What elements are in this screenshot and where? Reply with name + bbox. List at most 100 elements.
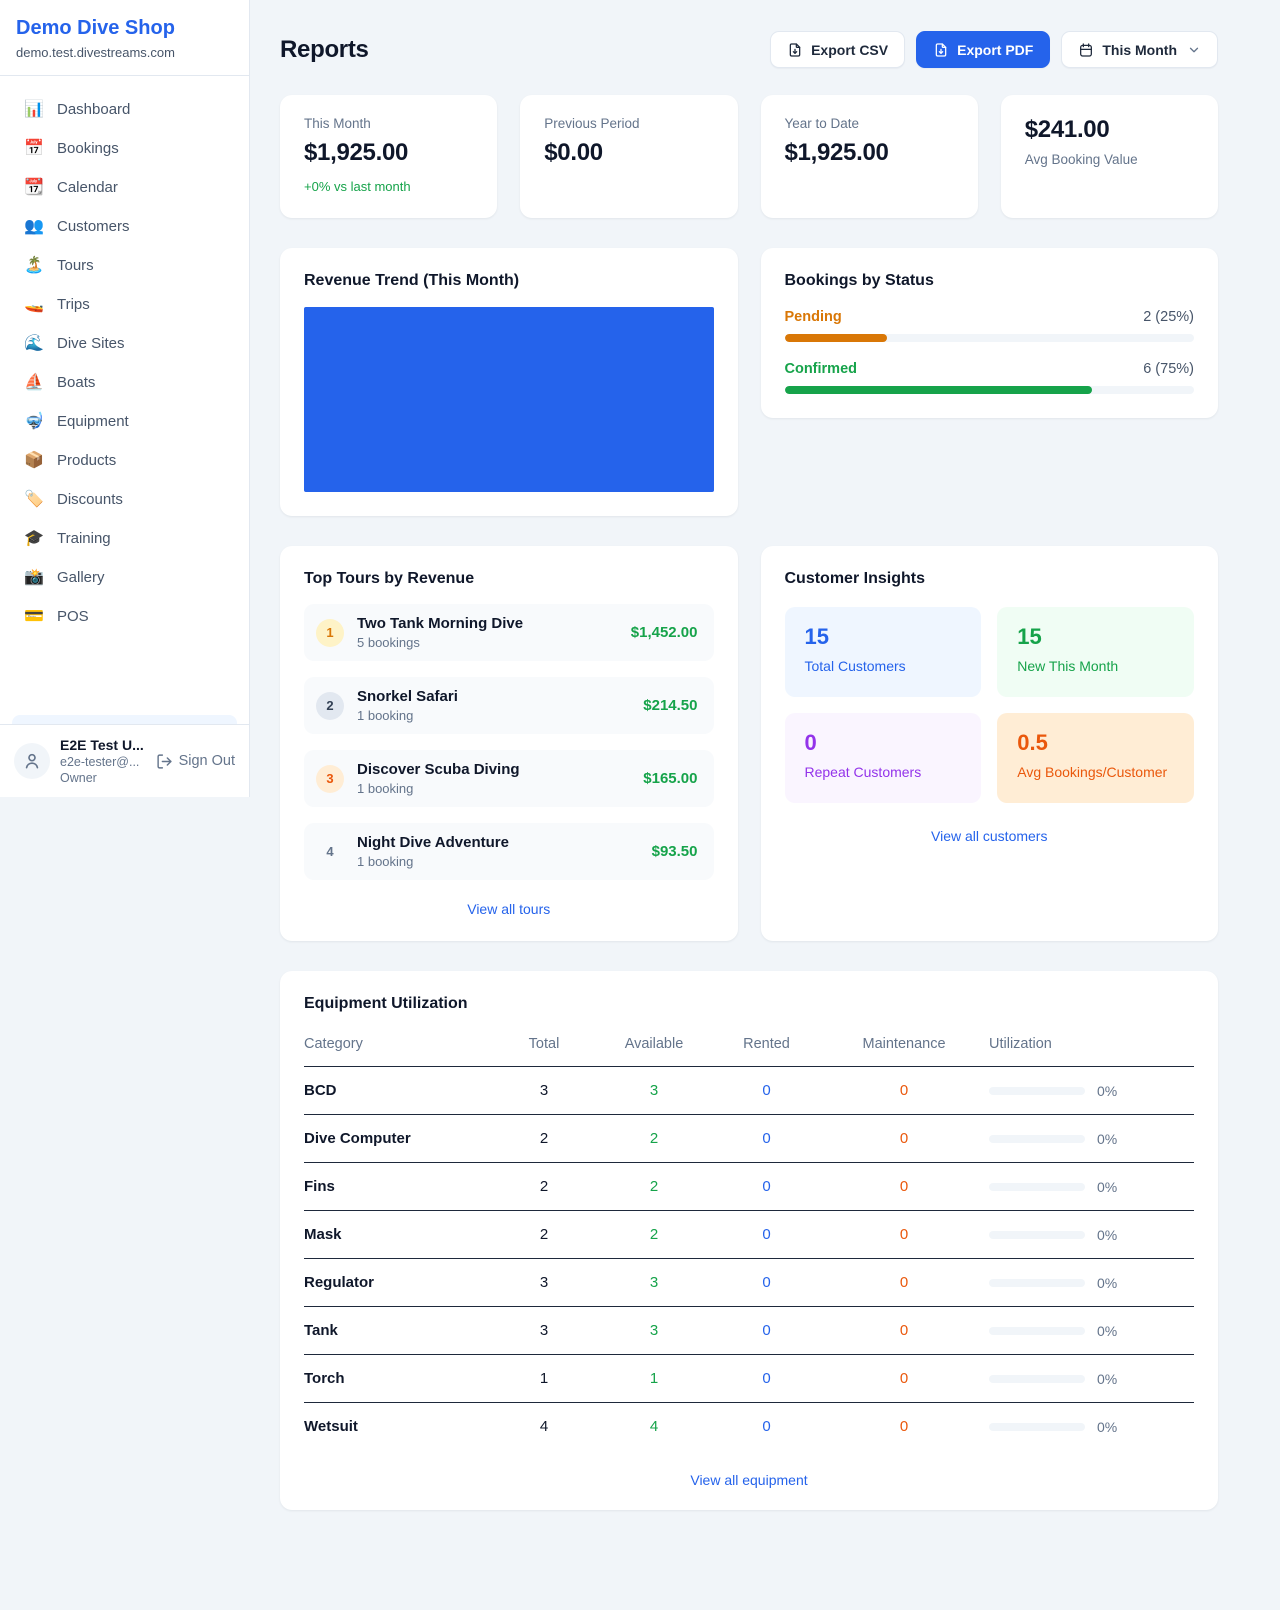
insight-value: 0.5	[1017, 730, 1048, 755]
utilization-bar	[989, 1374, 1085, 1383]
sidebar-item-dive-sites[interactable]: 🌊 Dive Sites	[12, 324, 237, 363]
sidebar-item-label: Tours	[57, 257, 94, 274]
cell-total: 4	[539, 1418, 549, 1435]
equipment-utilization-title: Equipment Utilization	[304, 995, 468, 1012]
sidebar-item-bookings[interactable]: 📅 Bookings	[12, 129, 237, 168]
stat-value: $241.00	[1024, 116, 1110, 143]
sidebar-nav: 📊 Dashboard 📅 Bookings 📆 Calendar 👥 Customers 🏝️…	[0, 76, 249, 636]
sidebar-item-label: Dashboard	[57, 101, 131, 118]
cell-rented: 0	[714, 1114, 819, 1163]
column-header: Maintenance	[819, 1028, 989, 1067]
user-email: e2e-tester@...	[60, 755, 140, 769]
sidebar-item-label: Bookings	[57, 140, 119, 157]
tour-name: Night Dive Adventure	[357, 834, 509, 851]
sidebar-item-selected-partial[interactable]	[12, 715, 237, 724]
cell-maintenance: 0	[819, 1210, 989, 1259]
export-pdf-button[interactable]: Export PDF	[916, 31, 1051, 68]
cell-available: 2	[594, 1210, 714, 1259]
utilization-bar	[989, 1278, 1085, 1287]
stat-value: $0.00	[544, 139, 603, 166]
products-icon: 📦	[24, 451, 44, 469]
sidebar-item-products[interactable]: 📦 Products	[12, 441, 237, 480]
view-all-tours-link[interactable]: View all tours	[467, 901, 551, 917]
bookings-by-status-title: Bookings by Status	[784, 272, 934, 289]
sidebar-item-label: Boats	[57, 374, 96, 391]
tour-bookings: 1 booking	[357, 781, 414, 796]
cell-utilization: 0%	[989, 1210, 1194, 1259]
cell-available: 2	[594, 1114, 714, 1163]
sidebar-item-label: POS	[57, 608, 89, 625]
cell-total: 2	[494, 1210, 594, 1259]
customer-insights-title: Customer Insights	[784, 570, 925, 587]
insight-label: Avg Bookings/Customer	[1017, 764, 1168, 780]
rank-badge: 3	[316, 764, 344, 793]
column-header: Category	[304, 1028, 494, 1067]
main-content: Reports Export CSV Export PDF This Month…	[250, 0, 1280, 1550]
sidebar-item-trips[interactable]: 🚤 Trips	[12, 285, 237, 324]
tour-revenue: $1,452.00	[630, 624, 698, 641]
view-all-customers-link[interactable]: View all customers	[931, 828, 1048, 844]
sidebar-item-label: Equipment	[57, 413, 129, 430]
file-download-icon	[789, 42, 801, 57]
sign-out-button[interactable]: Sign Out	[156, 753, 235, 770]
sidebar-item-pos[interactable]: 💳 POS	[12, 597, 237, 636]
cell-utilization: 0%	[989, 1354, 1194, 1403]
tour-bookings: 1 booking	[357, 854, 414, 869]
cell-rented: 0	[714, 1066, 819, 1115]
tour-revenue: $165.00	[643, 770, 698, 787]
charts-row: Revenue Trend (This Month) Bookings by S…	[280, 248, 1218, 516]
cell-utilization: 0%	[989, 1114, 1194, 1163]
sidebar-item-label: Training	[57, 530, 111, 547]
status-item: Pending 2 (25%)	[784, 309, 1194, 342]
insight-label: Repeat Customers	[804, 764, 922, 780]
table-header-row: Category Total Available Rented Maintenance U…	[304, 1028, 1194, 1067]
sidebar-item-training[interactable]: 🎓 Training	[12, 519, 237, 558]
cell-rented: 0	[762, 1418, 771, 1435]
cell-total: 3	[494, 1306, 594, 1355]
sidebar-item-dashboard[interactable]: 📊 Dashboard	[12, 90, 237, 129]
table-row: BCD 3 3 0 0 0%	[304, 1066, 1194, 1115]
discounts-icon: 🏷️	[24, 490, 44, 508]
status-list: Pending 2 (25%) Confirmed 6 (75%)	[784, 309, 1194, 394]
tour-revenue: $93.50	[651, 843, 698, 860]
sidebar-item-equipment[interactable]: 🤿 Equipment	[12, 402, 237, 441]
export-csv-button[interactable]: Export CSV	[770, 31, 906, 68]
table-row: Mask 2 2 0 0 0%	[304, 1210, 1194, 1259]
sidebar-item-label: Dive Sites	[57, 335, 125, 352]
trips-icon: 🚤	[24, 295, 44, 313]
cell-category: Fins	[304, 1162, 494, 1211]
utilization-bar	[989, 1134, 1085, 1143]
utilization-value: 0%	[1097, 1322, 1118, 1339]
view-all-equipment-link[interactable]: View all equipment	[690, 1472, 808, 1488]
sidebar-item-discounts[interactable]: 🏷️ Discounts	[12, 480, 237, 519]
sidebar-item-customers[interactable]: 👥 Customers	[12, 207, 237, 246]
cell-utilization: 0%	[989, 1403, 1194, 1451]
pos-icon: 💳	[24, 607, 44, 625]
cell-total: 3	[494, 1258, 594, 1307]
sidebar-item-label: Calendar	[57, 179, 118, 196]
insight-label: Total Customers	[804, 658, 906, 674]
tours-list: 1 Two Tank Morning Dive 5 bookings $1,452.0…	[304, 604, 714, 880]
sidebar-item-gallery[interactable]: 📸 Gallery	[12, 558, 237, 597]
sidebar-item-label: Products	[57, 452, 117, 469]
tours-icon: 🏝️	[24, 256, 44, 274]
shop-domain: demo.test.divestreams.com	[16, 45, 175, 60]
stat-label: Year to Date	[784, 116, 860, 131]
sidebar-item-tours[interactable]: 🏝️ Tours	[12, 246, 237, 285]
column-header: Rented	[714, 1028, 819, 1067]
status-bar-fill	[784, 386, 1092, 394]
cell-total: 3	[494, 1066, 594, 1115]
sidebar-item-boats[interactable]: ⛵ Boats	[12, 363, 237, 402]
rank-badge: 1	[316, 618, 344, 647]
cell-rented: 0	[714, 1354, 819, 1403]
stat-delta: +0% vs last month	[304, 179, 411, 194]
training-icon: 🎓	[24, 529, 44, 547]
gallery-icon: 📸	[24, 568, 44, 586]
equipment-table: Category Total Available Rented Maintenance U…	[304, 1028, 1194, 1450]
sidebar-item-calendar[interactable]: 📆 Calendar	[12, 168, 237, 207]
period-selector[interactable]: This Month	[1061, 31, 1218, 68]
shop-name[interactable]: Demo Dive Shop	[16, 17, 175, 39]
utilization-bar	[989, 1422, 1085, 1431]
column-header: Total	[494, 1028, 594, 1067]
column-header: Utilization	[989, 1028, 1194, 1067]
